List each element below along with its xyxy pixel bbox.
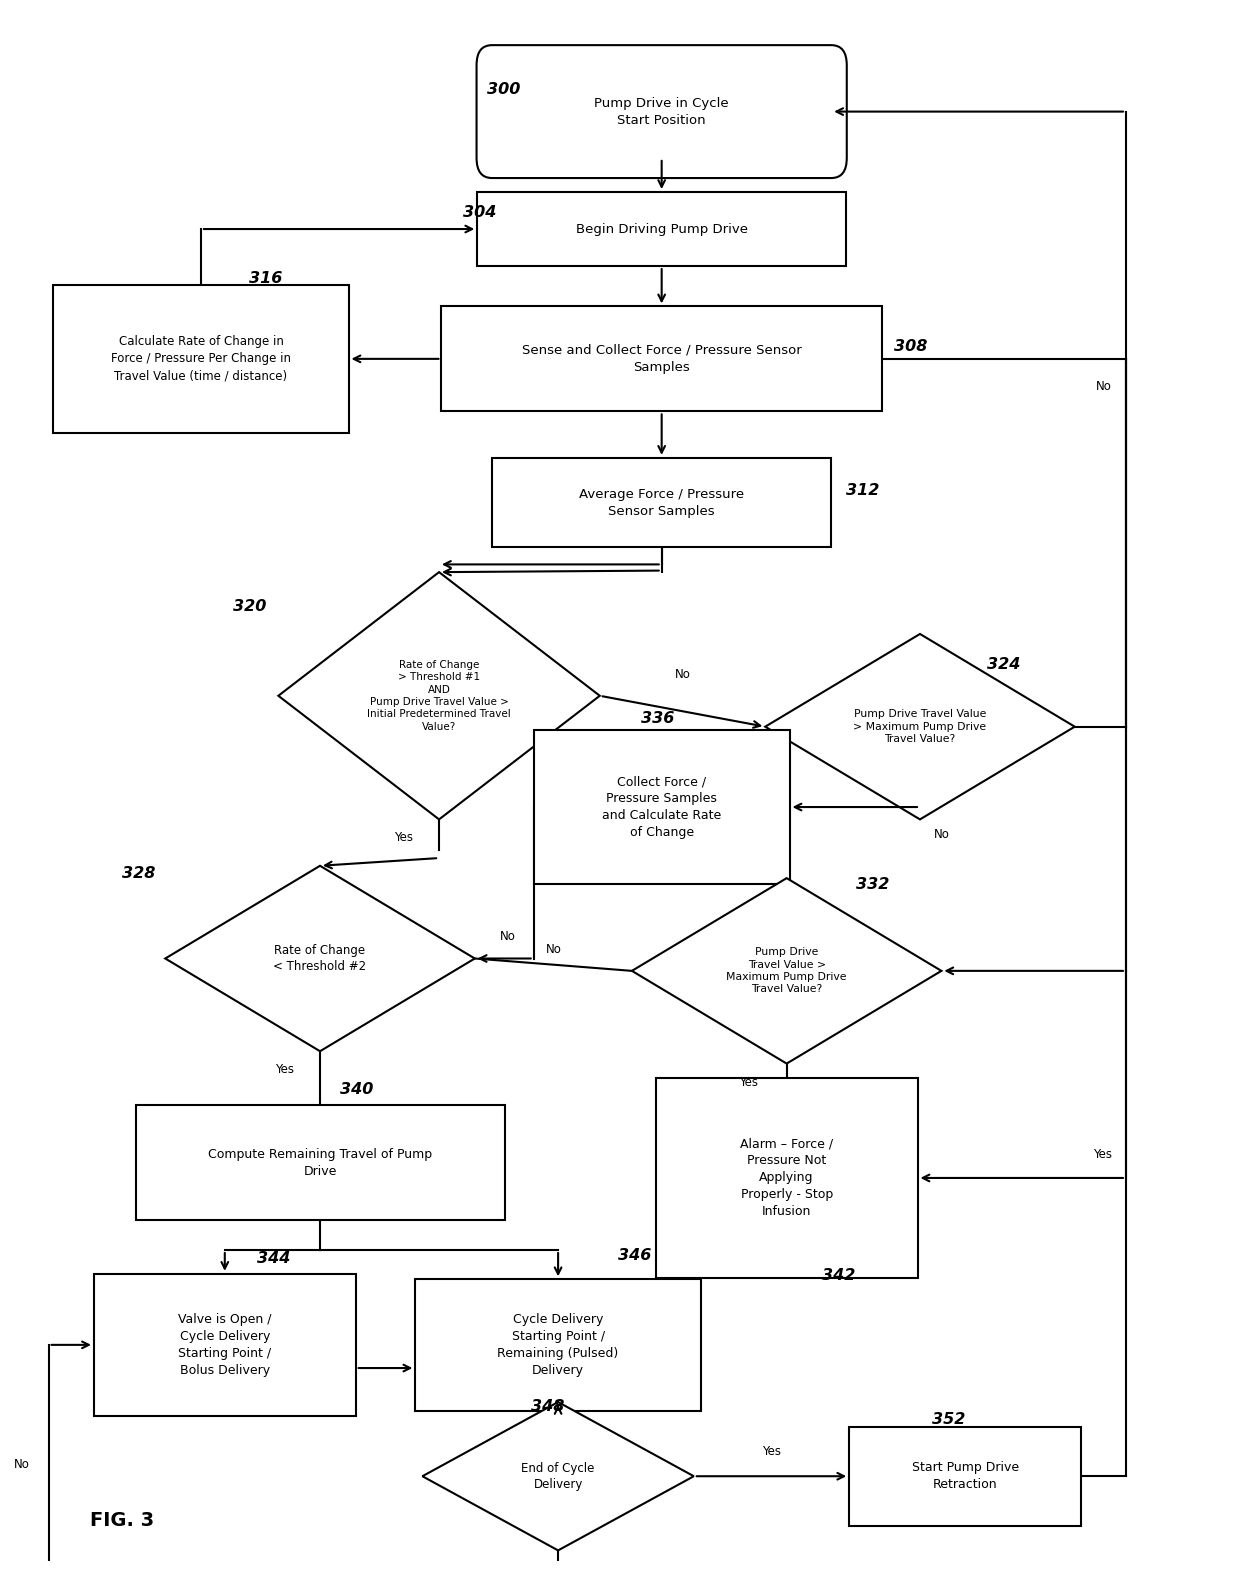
Text: Yes: Yes	[394, 831, 413, 844]
Text: 344: 344	[257, 1251, 290, 1266]
Text: Sense and Collect Force / Pressure Sensor
Samples: Sense and Collect Force / Pressure Senso…	[522, 344, 801, 374]
Text: No: No	[1096, 380, 1111, 393]
Text: No: No	[675, 667, 691, 681]
Bar	[656, 1077, 918, 1279]
Bar	[533, 730, 790, 885]
Text: 348: 348	[531, 1399, 564, 1415]
Text: Rate of Change
> Threshold #1
AND
Pump Drive Travel Value >
Initial Predetermine: Rate of Change > Threshold #1 AND Pump D…	[367, 659, 511, 732]
Polygon shape	[632, 878, 941, 1063]
Text: 332: 332	[856, 877, 889, 893]
Text: Calculate Rate of Change in
Force / Pressure Per Change in
Travel Value (time / : Calculate Rate of Change in Force / Pres…	[110, 336, 291, 382]
Text: Yes: Yes	[761, 1445, 781, 1459]
Text: End of Cycle
Delivery: End of Cycle Delivery	[521, 1462, 595, 1490]
Bar	[415, 1279, 701, 1410]
Text: 324: 324	[987, 658, 1021, 672]
Text: Start Pump Drive
Retraction: Start Pump Drive Retraction	[911, 1462, 1019, 1492]
Text: Average Force / Pressure
Sensor Samples: Average Force / Pressure Sensor Samples	[579, 487, 744, 517]
Text: 316: 316	[248, 271, 281, 285]
Text: 346: 346	[618, 1247, 651, 1263]
Text: 300: 300	[486, 82, 520, 98]
Bar	[492, 457, 831, 547]
Text: 340: 340	[340, 1082, 373, 1098]
Text: No: No	[546, 943, 562, 956]
Bar	[849, 1427, 1081, 1525]
Text: 320: 320	[233, 599, 267, 613]
Polygon shape	[278, 572, 600, 820]
Bar	[135, 1104, 505, 1221]
Text: 328: 328	[123, 866, 156, 882]
Text: Pump Drive
Travel Value >
Maximum Pump Drive
Travel Value?: Pump Drive Travel Value > Maximum Pump D…	[727, 948, 847, 995]
Text: 304: 304	[463, 205, 496, 219]
Bar	[477, 192, 846, 267]
Text: 342: 342	[822, 1268, 856, 1282]
Text: Yes: Yes	[275, 1063, 294, 1076]
Text: Alarm – Force /
Pressure Not
Applying
Properly - Stop
Infusion: Alarm – Force / Pressure Not Applying Pr…	[740, 1137, 833, 1219]
FancyBboxPatch shape	[476, 46, 847, 178]
Polygon shape	[423, 1402, 694, 1550]
Text: Compute Remaining Travel of Pump
Drive: Compute Remaining Travel of Pump Drive	[208, 1148, 432, 1178]
Text: FIG. 3: FIG. 3	[91, 1511, 155, 1530]
Text: Valve is Open /
Cycle Delivery
Starting Point /
Bolus Delivery: Valve is Open / Cycle Delivery Starting …	[179, 1314, 272, 1377]
Text: No: No	[934, 828, 950, 842]
Text: No: No	[500, 930, 516, 943]
Text: Rate of Change
< Threshold #2: Rate of Change < Threshold #2	[274, 945, 367, 973]
Text: 336: 336	[641, 711, 675, 727]
Text: Yes: Yes	[739, 1076, 758, 1088]
Text: Yes: Yes	[1092, 1148, 1111, 1161]
Bar	[53, 285, 348, 434]
Text: Pump Drive Travel Value
> Maximum Pump Drive
Travel Value?: Pump Drive Travel Value > Maximum Pump D…	[853, 710, 987, 744]
Polygon shape	[165, 866, 475, 1052]
Text: 312: 312	[846, 483, 879, 498]
Text: No: No	[14, 1459, 30, 1471]
Bar	[441, 306, 882, 412]
Bar	[94, 1274, 356, 1416]
Text: Collect Force /
Pressure Samples
and Calculate Rate
of Change: Collect Force / Pressure Samples and Cal…	[603, 774, 722, 839]
Text: 352: 352	[932, 1411, 965, 1427]
Text: Pump Drive in Cycle
Start Position: Pump Drive in Cycle Start Position	[594, 96, 729, 126]
Text: Begin Driving Pump Drive: Begin Driving Pump Drive	[575, 222, 748, 235]
Text: 308: 308	[894, 339, 928, 353]
Polygon shape	[765, 634, 1075, 820]
Text: Cycle Delivery
Starting Point /
Remaining (Pulsed)
Delivery: Cycle Delivery Starting Point / Remainin…	[497, 1314, 619, 1377]
